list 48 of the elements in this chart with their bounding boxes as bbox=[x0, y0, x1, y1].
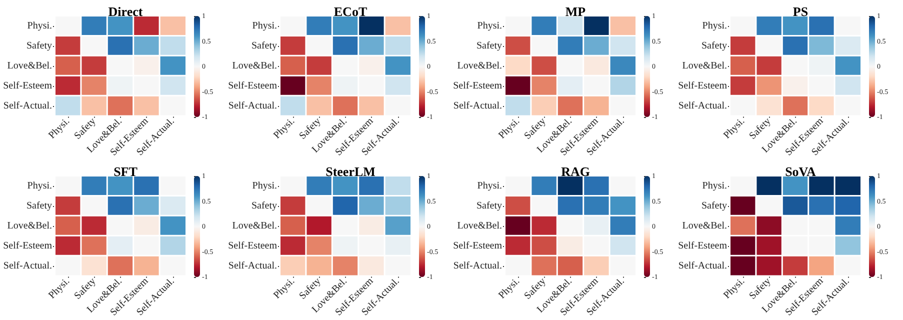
y-tick-label: Safety bbox=[701, 200, 727, 212]
y-tick-label: Self-Actual. bbox=[453, 260, 502, 272]
y-tick-label: Safety bbox=[251, 40, 277, 52]
y-tick-label: Safety bbox=[26, 200, 52, 212]
y-tick-label: Self-Actual. bbox=[453, 100, 502, 112]
y-tick-label: Physi. bbox=[702, 180, 727, 192]
y-tick-label: Self-Actual. bbox=[3, 100, 52, 112]
chart-title: PS bbox=[792, 4, 808, 19]
chart-title: SteerLM bbox=[326, 164, 376, 179]
y-tick-label: Love&Bel. bbox=[232, 220, 277, 232]
y-tick-label: Love&Bel. bbox=[7, 220, 52, 232]
chart-title: Direct bbox=[108, 4, 144, 19]
y-tick-label: Physi. bbox=[477, 20, 502, 32]
y-tick-label: Physi. bbox=[27, 180, 52, 192]
y-tick-label: Self-Esteem bbox=[453, 80, 502, 92]
y-tick-label: Physi. bbox=[27, 20, 52, 32]
y-tick-label: Physi. bbox=[252, 180, 277, 192]
chart-title: SFT bbox=[114, 164, 138, 179]
y-tick-label: Self-Esteem bbox=[678, 240, 728, 252]
y-tick-label: Self-Actual. bbox=[678, 260, 727, 272]
y-tick-label: Love&Bel. bbox=[682, 60, 727, 72]
y-tick-label: Safety bbox=[251, 200, 277, 212]
y-tick-label: Self-Actual. bbox=[678, 100, 727, 112]
y-tick-label: Self-Esteem bbox=[3, 240, 52, 252]
y-tick-label: Love&Bel. bbox=[457, 60, 502, 72]
y-tick-label: Love&Bel. bbox=[682, 220, 727, 232]
y-tick-label: Love&Bel. bbox=[232, 60, 277, 72]
chart-title: ECoT bbox=[334, 4, 368, 19]
y-tick-label: Self-Actual. bbox=[228, 260, 277, 272]
y-tick-label: Self-Esteem bbox=[678, 80, 728, 92]
y-tick-label: Physi. bbox=[252, 20, 277, 32]
y-tick-label: Self-Actual. bbox=[3, 260, 52, 272]
y-tick-label: Physi. bbox=[702, 20, 727, 32]
y-tick-label: Self-Actual. bbox=[228, 100, 277, 112]
y-tick-label: Love&Bel. bbox=[457, 220, 502, 232]
y-tick-label: Self-Esteem bbox=[228, 240, 278, 252]
y-tick-label: Self-Esteem bbox=[3, 80, 52, 92]
y-tick-label: Safety bbox=[476, 40, 502, 52]
y-tick-label: Safety bbox=[476, 200, 502, 212]
y-tick-label: Safety bbox=[701, 40, 727, 52]
y-tick-label: Physi. bbox=[477, 180, 502, 192]
chart-title: RAG bbox=[561, 164, 590, 179]
chart-title: SoVA bbox=[785, 164, 817, 179]
y-tick-label: Love&Bel. bbox=[7, 60, 52, 72]
y-tick-label: Self-Esteem bbox=[453, 240, 502, 252]
y-tick-label: Self-Esteem bbox=[228, 80, 278, 92]
chart-title: MP bbox=[565, 4, 586, 19]
y-tick-label: Safety bbox=[26, 40, 52, 52]
